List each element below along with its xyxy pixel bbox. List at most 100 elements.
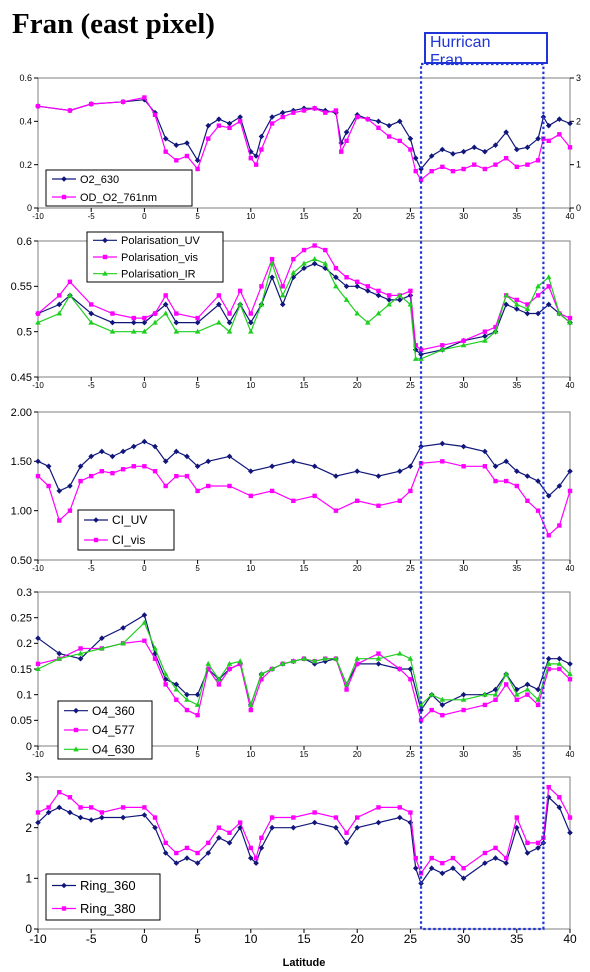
data-point	[492, 691, 499, 697]
data-point	[311, 463, 318, 470]
data-point	[142, 805, 147, 810]
y-tick-label: 0.15	[11, 664, 32, 676]
data-point	[173, 681, 180, 688]
data-point	[376, 503, 381, 508]
data-point	[396, 118, 403, 125]
data-point	[557, 523, 562, 528]
data-point	[375, 292, 382, 299]
data-point	[322, 265, 329, 271]
y-tick-label: 0.2	[17, 638, 32, 650]
data-point	[397, 666, 402, 672]
data-point	[397, 805, 402, 810]
data-point	[354, 283, 360, 290]
data-point	[120, 814, 126, 821]
data-point	[56, 301, 63, 308]
data-point	[152, 112, 158, 118]
data-point	[354, 310, 360, 316]
data-point	[77, 814, 84, 821]
data-point	[174, 850, 179, 856]
x-tick-label: 35	[512, 750, 521, 759]
data-point	[130, 328, 137, 334]
legend-label: Polarisation_IR	[121, 269, 196, 281]
data-point	[301, 108, 307, 113]
data-point	[227, 666, 232, 672]
y-tick-label: 0.1	[17, 690, 32, 702]
data-point	[301, 260, 307, 266]
data-point	[99, 810, 105, 815]
x-tick-label: 30	[459, 564, 468, 573]
data-point	[567, 829, 573, 836]
y-tick-label: 0	[27, 203, 32, 213]
y-tick-label: 0.6	[19, 73, 32, 83]
y-tick-label: 0	[26, 741, 32, 753]
data-point	[514, 691, 520, 697]
data-point	[535, 293, 541, 298]
data-point	[386, 293, 392, 298]
data-point	[131, 464, 136, 469]
data-point	[162, 310, 169, 316]
data-point	[514, 301, 520, 307]
data-point	[535, 283, 541, 289]
data-point	[269, 260, 275, 266]
data-point	[343, 296, 350, 302]
data-point	[514, 297, 519, 303]
data-point	[89, 805, 94, 810]
data-point	[77, 463, 84, 470]
data-point	[535, 845, 541, 851]
data-point	[413, 168, 418, 174]
x-tick-label: 40	[566, 381, 575, 390]
data-point	[408, 677, 413, 682]
data-point	[205, 850, 212, 856]
data-point	[131, 315, 136, 321]
data-point	[174, 697, 179, 702]
data-point	[279, 660, 286, 666]
data-point	[365, 116, 371, 122]
data-point	[248, 311, 253, 316]
data-point	[152, 443, 158, 450]
data-point	[89, 473, 94, 479]
data-point	[279, 292, 286, 298]
x-tick-label: 5	[194, 932, 201, 946]
data-point	[216, 293, 222, 298]
data-point	[162, 850, 169, 856]
y-tick-label: 0.55	[11, 281, 32, 293]
data-point	[407, 301, 414, 307]
legend-marker	[93, 537, 99, 543]
x-tick-label: 35	[512, 564, 521, 573]
data-point	[375, 661, 382, 667]
data-point	[248, 328, 254, 334]
legend-label: O2_630	[80, 174, 119, 186]
data-point	[556, 310, 563, 316]
data-point	[557, 795, 562, 800]
data-point	[514, 306, 520, 312]
data-point	[174, 158, 179, 163]
data-point	[492, 855, 499, 861]
data-point	[195, 166, 200, 172]
legend-label: Ring_380	[80, 901, 136, 916]
data-point	[269, 488, 275, 494]
series-line	[37, 440, 571, 497]
x-tick-label: 25	[406, 212, 415, 221]
data-point	[439, 870, 446, 877]
data-point	[142, 315, 147, 321]
data-point	[482, 166, 488, 172]
legend-box	[45, 169, 193, 207]
data-point	[535, 696, 541, 702]
data-point	[418, 701, 424, 707]
data-point	[152, 645, 158, 651]
x-tick-label: 10	[246, 381, 255, 390]
data-point	[333, 274, 339, 281]
data-point	[556, 655, 563, 662]
data-point	[524, 681, 531, 688]
data-point	[450, 168, 456, 174]
data-point	[163, 840, 168, 846]
x-tick-label: 0	[142, 212, 147, 221]
data-point	[67, 108, 73, 113]
data-point	[35, 666, 41, 671]
data-point	[130, 443, 137, 450]
data-point	[35, 473, 41, 479]
data-point	[472, 162, 477, 167]
x-tick-label: 0	[142, 564, 147, 573]
data-point	[343, 840, 350, 846]
data-point	[152, 815, 158, 820]
